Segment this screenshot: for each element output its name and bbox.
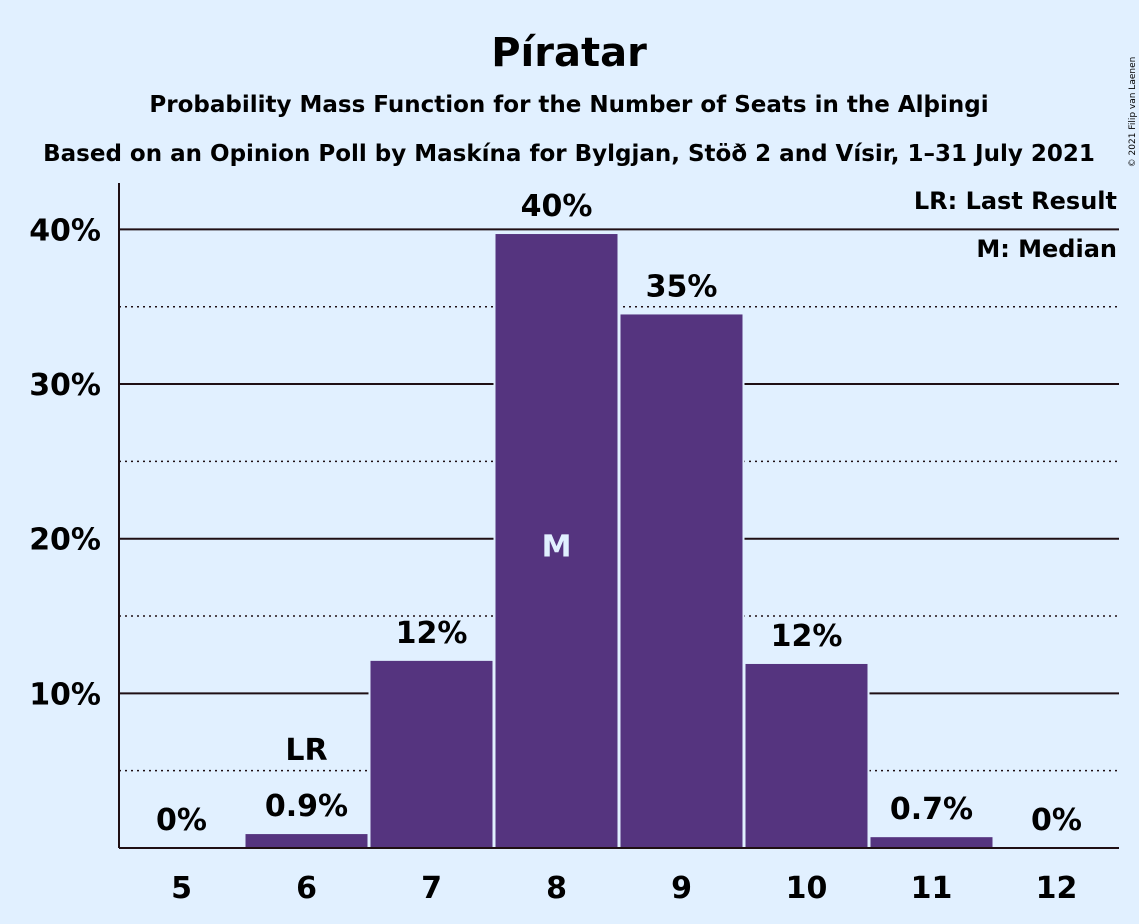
y-tick-label: 10% xyxy=(29,677,101,712)
median-marker: M xyxy=(542,530,572,565)
data-label-9: 35% xyxy=(646,269,718,304)
data-label-5: 0% xyxy=(156,803,207,838)
bars xyxy=(243,232,995,848)
y-tick-label: 40% xyxy=(29,213,101,248)
copyright-notice: © 2021 Filip van Laenen xyxy=(1128,57,1138,168)
x-tick-label: 10 xyxy=(786,871,828,906)
data-label-12: 0% xyxy=(1031,803,1082,838)
data-labels: 0% 0.9% 12% 40% 35% 12% 0.7% 0% LR M xyxy=(156,189,1082,838)
y-tick-label: 30% xyxy=(29,368,101,403)
chart-subtitle-2: Based on an Opinion Poll by Maskína for … xyxy=(43,141,1095,167)
data-label-10: 12% xyxy=(771,619,843,654)
bar-9 xyxy=(620,314,743,848)
bar-11 xyxy=(870,837,993,848)
x-tick-label: 12 xyxy=(1036,871,1078,906)
axes: 10% 20% 30% 40% 5 6 7 8 9 10 11 12 xyxy=(29,183,1119,906)
bar-6 xyxy=(245,834,368,848)
y-tick-label: 20% xyxy=(29,523,101,558)
data-label-8: 40% xyxy=(521,189,593,224)
legend-last-result: LR: Last Result xyxy=(914,187,1117,215)
chart-subtitle: Probability Mass Function for the Number… xyxy=(149,92,988,118)
chart-title: Píratar xyxy=(491,30,647,76)
legend-median: M: Median xyxy=(976,235,1117,263)
x-tick-label: 5 xyxy=(171,871,192,906)
x-tick-label: 11 xyxy=(911,871,953,906)
x-tick-label: 7 xyxy=(421,871,442,906)
data-label-6: 0.9% xyxy=(265,789,348,824)
data-label-11: 0.7% xyxy=(890,792,973,827)
bar-8 xyxy=(495,234,618,848)
x-tick-label: 8 xyxy=(546,871,567,906)
bar-7 xyxy=(370,660,493,848)
data-label-7: 12% xyxy=(396,616,468,651)
x-tick-label: 9 xyxy=(671,871,692,906)
x-tick-label: 6 xyxy=(296,871,317,906)
last-result-marker: LR xyxy=(285,733,327,768)
bar-10 xyxy=(745,663,868,848)
